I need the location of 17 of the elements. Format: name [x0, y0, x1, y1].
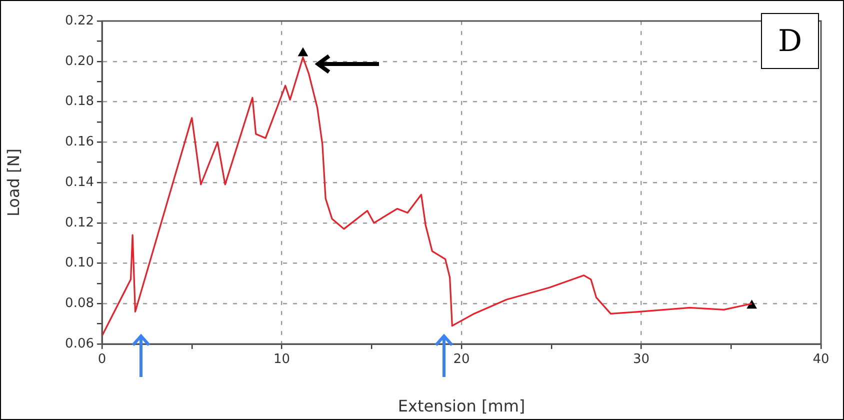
y-tick-label: 0.16	[65, 134, 94, 150]
x-tick-label: 0	[98, 352, 106, 368]
y-tick-label: 0.22	[65, 13, 94, 28]
annotation: D	[761, 13, 819, 69]
y-tick-label: 0.14	[65, 174, 94, 190]
y-tick-label: 0.18	[65, 94, 94, 110]
x-tick-label: 10	[273, 352, 290, 368]
y-tick-label: 0.08	[65, 296, 94, 311]
y-tick-label: 0.10	[65, 256, 94, 271]
y-tick-label: 0.06	[65, 336, 94, 352]
y-tick-label: 0.20	[65, 54, 94, 69]
x-tick-label: 30	[632, 352, 650, 368]
x-tick-label: 40	[812, 352, 830, 368]
y-axis-title: Load [N]	[4, 148, 23, 216]
x-tick-label: 20	[453, 352, 470, 368]
y-tick-label: 0.12	[65, 215, 94, 230]
x-axis-title: Extension [mm]	[398, 396, 526, 416]
